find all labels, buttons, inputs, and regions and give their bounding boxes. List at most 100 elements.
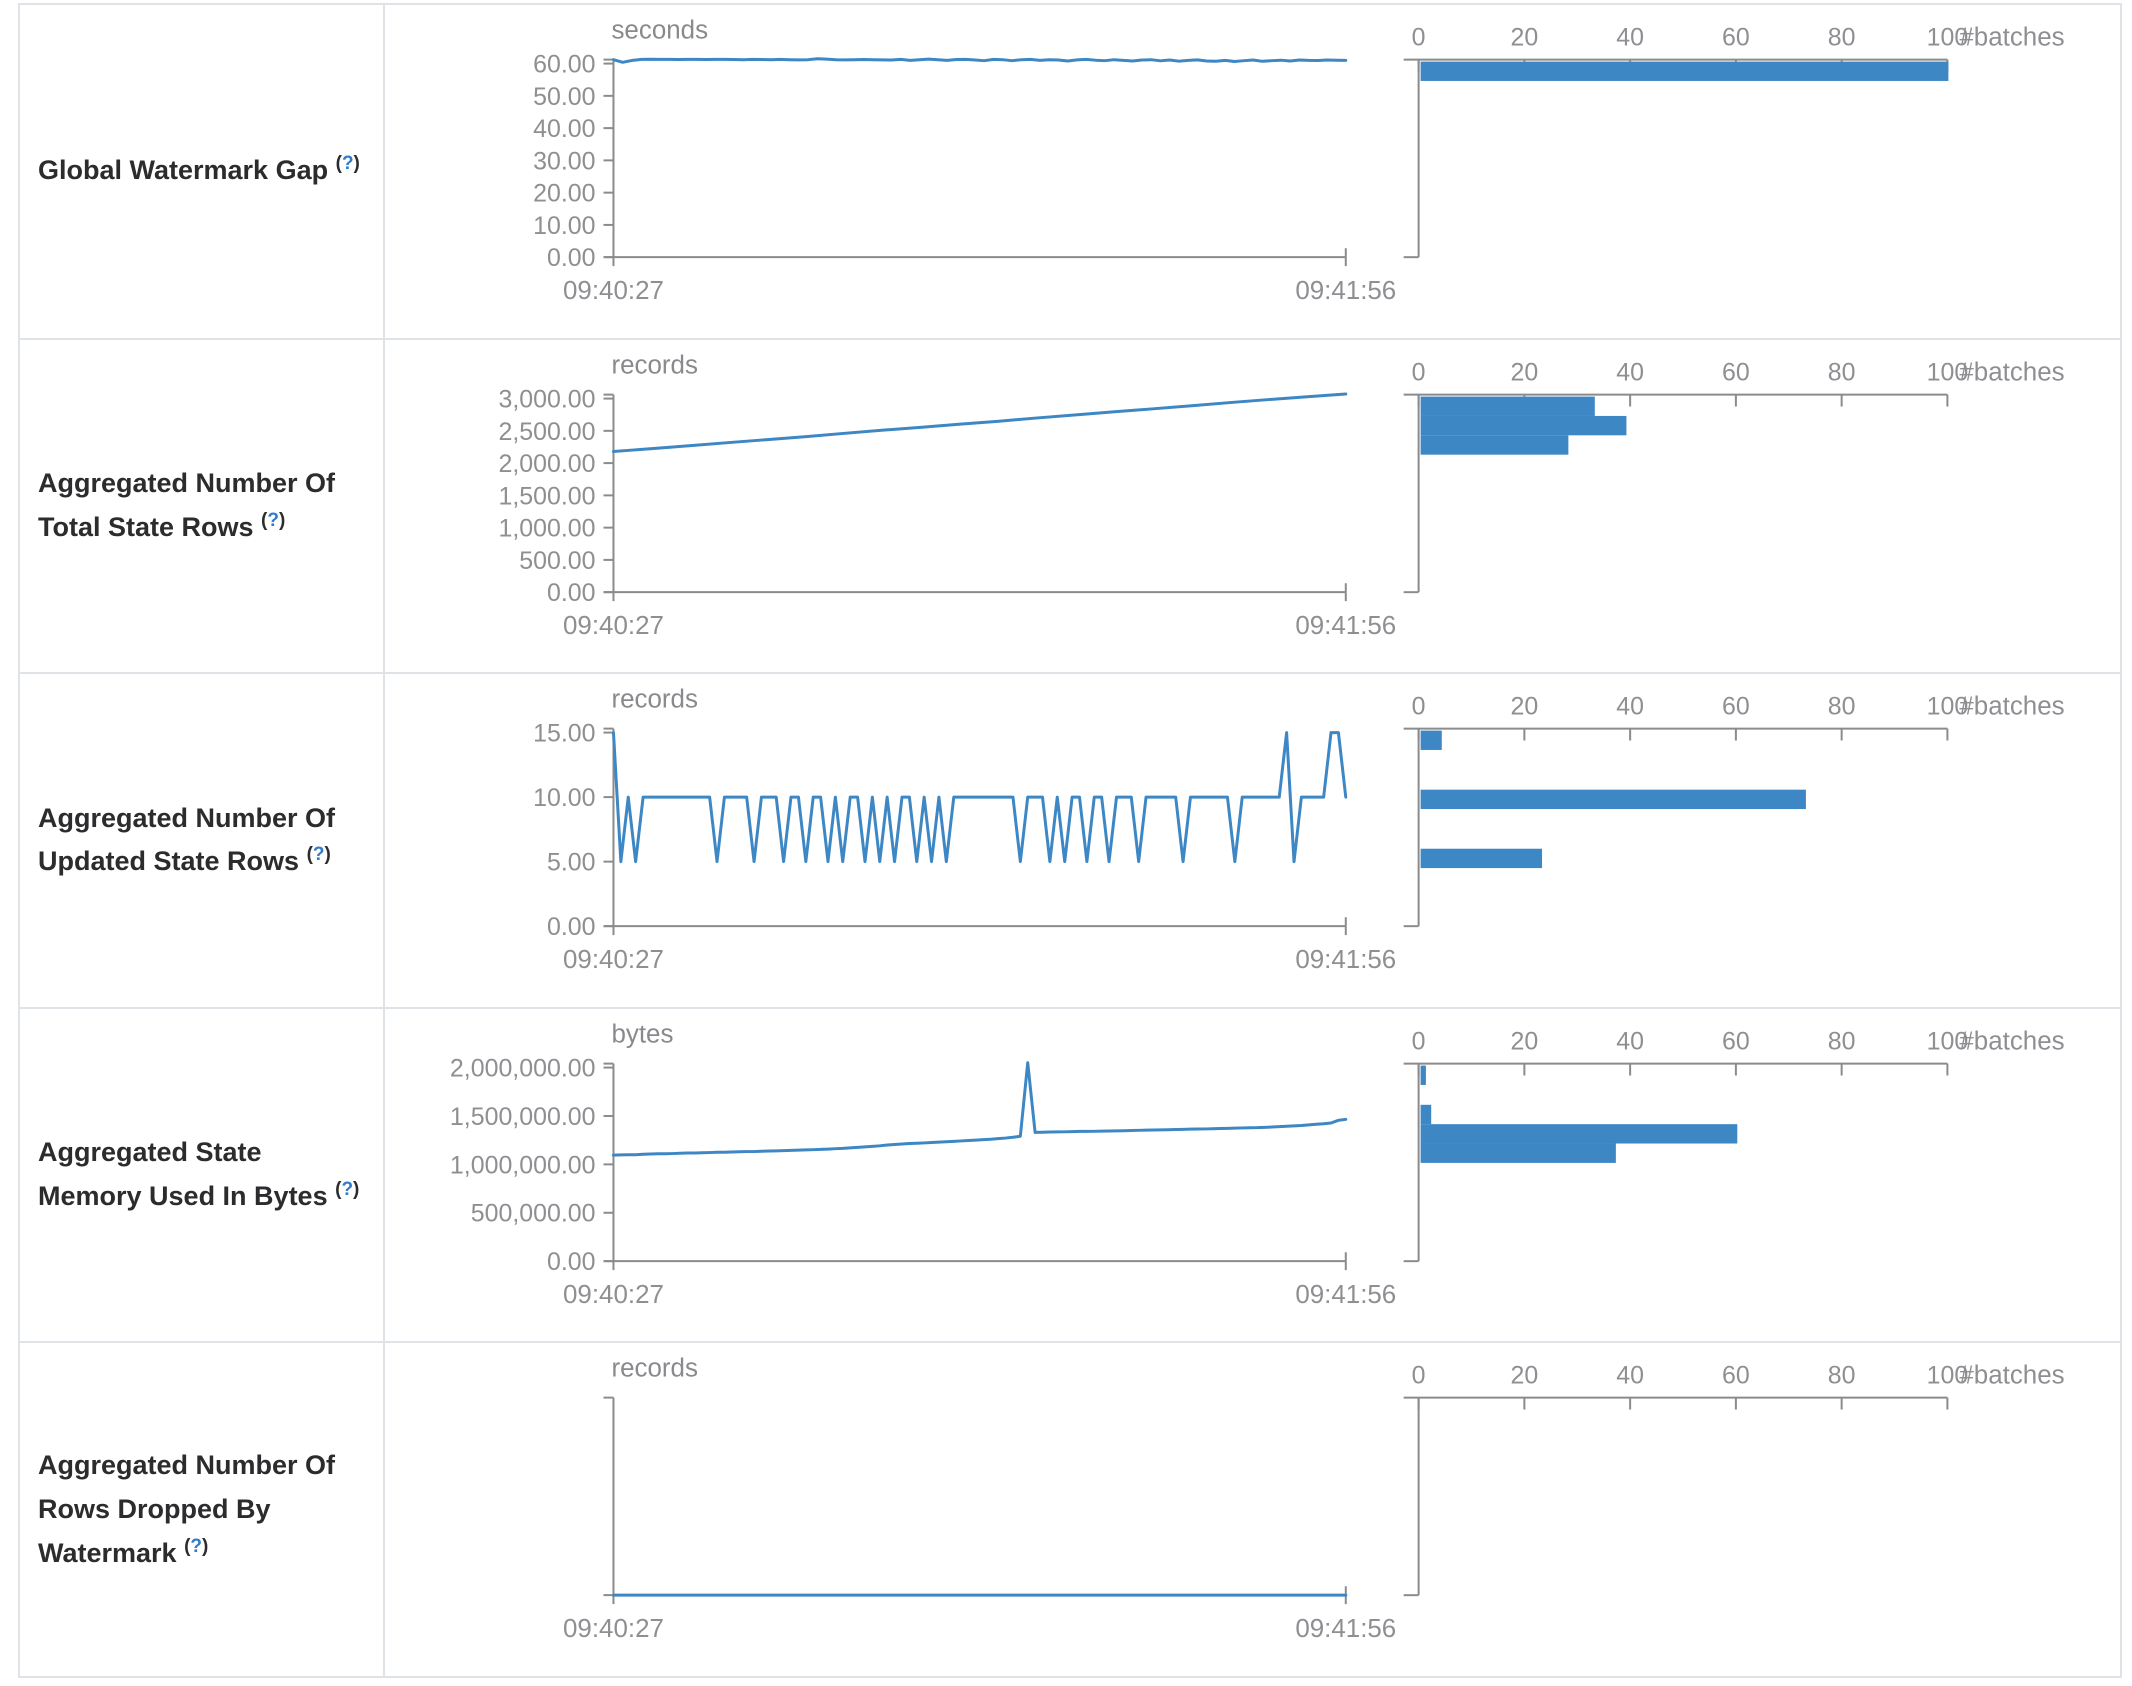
metric-name-text: Global Watermark Gap	[38, 155, 329, 186]
timeline-chart: records 3,000.00 2,500.00 2,000.00 1,500.00 1…	[498, 351, 1396, 639]
timeline-and-histogram-chart: seconds 60.00 50.00 40.00 30.00 20.00 10.00 0.0…	[533, 17, 2065, 305]
histogram-bar	[1420, 1123, 1738, 1144]
metric-label-cell: Aggregated Number Of Rows Dropped By Wat…	[20, 1343, 385, 1676]
svg-text:1,500,000.00: 1,500,000.00	[450, 1103, 596, 1131]
svg-text:40: 40	[1616, 1028, 1644, 1056]
svg-text:09:40:27: 09:40:27	[563, 1281, 664, 1309]
metric-name: Aggregated Number Of Rows Dropped By Wat…	[38, 1444, 365, 1575]
svg-text:0: 0	[1412, 1362, 1426, 1390]
svg-text:40: 40	[1616, 693, 1644, 721]
svg-text:0.00: 0.00	[547, 1248, 596, 1276]
svg-text:09:41:56: 09:41:56	[1295, 1615, 1396, 1643]
svg-text:1,000.00: 1,000.00	[498, 514, 595, 542]
svg-text:80: 80	[1828, 1362, 1856, 1390]
histogram-bar	[1420, 730, 1442, 751]
svg-text:20: 20	[1511, 1362, 1539, 1390]
svg-text:09:40:27: 09:40:27	[563, 277, 664, 305]
svg-text:#batches: #batches	[1959, 24, 2064, 52]
metric-name-text: Aggregated Number Of Updated State Rows	[38, 802, 336, 877]
histogram-chart: 0 20 40 60 80 100#batches	[1403, 24, 2065, 259]
svg-text:1,500.00: 1,500.00	[498, 482, 595, 510]
svg-text:2,500.00: 2,500.00	[498, 417, 595, 445]
metric-name-text: Aggregated Number Of Total State Rows	[38, 468, 336, 542]
help-tooltip-link[interactable]: (?)	[335, 1179, 360, 1201]
svg-text:100: 100	[1927, 358, 1969, 386]
svg-text:60: 60	[1722, 1362, 1750, 1390]
metric-rows-container: Global Watermark Gap (?) seconds 60.00 50.…	[20, 5, 2120, 1676]
timeline-chart: records 15.00 10.00 5.00 0.00 09:40:27 09:41:5…	[533, 686, 1396, 974]
timeline-and-histogram-chart: bytes 2,000,000.00 1,500,000.00 1,000,000.0…	[450, 1021, 2065, 1309]
chart-cell: records 15.00 10.00 5.00 0.00 09:40:27 09:41:5…	[385, 674, 2120, 1007]
histogram-chart: 0 20 40 60 80 100#batches	[1403, 693, 2065, 928]
svg-text:60: 60	[1722, 1028, 1750, 1056]
histogram-bar	[1420, 1065, 1426, 1085]
svg-text:40: 40	[1616, 358, 1644, 386]
svg-text:100: 100	[1927, 24, 1969, 52]
timeline-line	[611, 57, 1348, 64]
svg-text:40: 40	[1616, 1362, 1644, 1390]
histogram-bar	[1420, 415, 1627, 435]
help-tooltip-link[interactable]: (?)	[306, 844, 331, 866]
svg-text:3,000.00: 3,000.00	[498, 385, 595, 413]
svg-text:#batches: #batches	[1959, 693, 2064, 721]
svg-text:60: 60	[1722, 358, 1750, 386]
metric-label-cell: Aggregated Number Of Total State Rows (?…	[20, 339, 385, 673]
svg-text:records: records	[611, 351, 697, 379]
help-tooltip-link[interactable]: (?)	[261, 509, 286, 531]
svg-text:records: records	[611, 1355, 697, 1383]
help-tooltip-link[interactable]: (?)	[335, 153, 360, 175]
metric-label-cell: Aggregated State Memory Used In Bytes (?…	[20, 1008, 385, 1342]
histogram-chart: 0 20 40 60 80 100#batches	[1403, 1028, 2065, 1262]
svg-text:30.00: 30.00	[533, 147, 595, 175]
timeline-line	[611, 392, 1348, 453]
svg-text:40.00: 40.00	[533, 115, 595, 143]
timeline-and-histogram-chart: records 3,000.00 2,500.00 2,000.00 1,500.00 1…	[498, 351, 2065, 639]
svg-text:100: 100	[1927, 693, 1969, 721]
metric-row: Aggregated Number Of Updated State Rows …	[20, 672, 2120, 1007]
histogram-bar	[1420, 434, 1569, 455]
svg-text:09:40:27: 09:40:27	[563, 1615, 664, 1643]
svg-text:60.00: 60.00	[533, 51, 595, 79]
svg-text:20: 20	[1511, 358, 1539, 386]
svg-text:500.00: 500.00	[519, 546, 595, 574]
svg-text:20: 20	[1511, 1028, 1539, 1056]
histogram-bar	[1420, 1143, 1616, 1163]
svg-text:2,000.00: 2,000.00	[498, 450, 595, 478]
svg-text:80: 80	[1828, 1028, 1856, 1056]
svg-text:1,000,000.00: 1,000,000.00	[450, 1151, 596, 1179]
histogram-chart: 0 20 40 60 80 100#batches	[1403, 358, 2065, 593]
metric-row: Aggregated Number Of Total State Rows (?…	[20, 337, 2120, 673]
svg-text:0: 0	[1412, 693, 1426, 721]
svg-text:records: records	[611, 686, 697, 714]
metric-row: Aggregated State Memory Used In Bytes (?…	[20, 1006, 2120, 1342]
metric-name: Aggregated State Memory Used In Bytes (?…	[38, 1131, 365, 1218]
histogram-bar	[1420, 789, 1806, 810]
svg-text:100: 100	[1927, 1028, 1969, 1056]
chart-cell: records 3,000.00 2,500.00 2,000.00 1,500.00 1…	[385, 340, 2120, 673]
svg-text:80: 80	[1828, 693, 1856, 721]
metric-name-text: Aggregated Number Of Rows Dropped By Wat…	[38, 1450, 336, 1568]
svg-text:15.00: 15.00	[533, 720, 595, 748]
chart-cell: bytes 2,000,000.00 1,500,000.00 1,000,000.0…	[385, 1009, 2120, 1342]
help-tooltip-link[interactable]: (?)	[184, 1535, 209, 1557]
svg-text:09:41:56: 09:41:56	[1295, 277, 1396, 305]
svg-text:09:40:27: 09:40:27	[563, 946, 664, 974]
svg-text:2,000,000.00: 2,000,000.00	[450, 1054, 596, 1082]
svg-text:0: 0	[1412, 1028, 1426, 1056]
timeline-and-histogram-chart: records 09:40:27 09:41:56 0 20 40 60 80 100#batc…	[563, 1355, 2065, 1643]
metric-name: Aggregated Number Of Total State Rows (?…	[38, 462, 365, 549]
svg-text:#batches: #batches	[1959, 1028, 2064, 1056]
svg-text:09:41:56: 09:41:56	[1295, 1281, 1396, 1309]
metric-label-cell: Global Watermark Gap (?)	[20, 5, 385, 338]
svg-text:bytes: bytes	[611, 1021, 673, 1049]
svg-text:0.00: 0.00	[547, 913, 596, 941]
svg-text:10.00: 10.00	[533, 784, 595, 812]
histogram-bar	[1420, 61, 1949, 81]
svg-text:0: 0	[1412, 358, 1426, 386]
svg-text:80: 80	[1828, 358, 1856, 386]
timeline-line	[611, 731, 1348, 864]
streaming-metrics-table: Global Watermark Gap (?) seconds 60.00 50.…	[18, 3, 2122, 1678]
histogram-bar	[1420, 1104, 1432, 1124]
svg-text:500,000.00: 500,000.00	[471, 1200, 596, 1228]
metric-name: Aggregated Number Of Updated State Rows …	[38, 797, 365, 884]
